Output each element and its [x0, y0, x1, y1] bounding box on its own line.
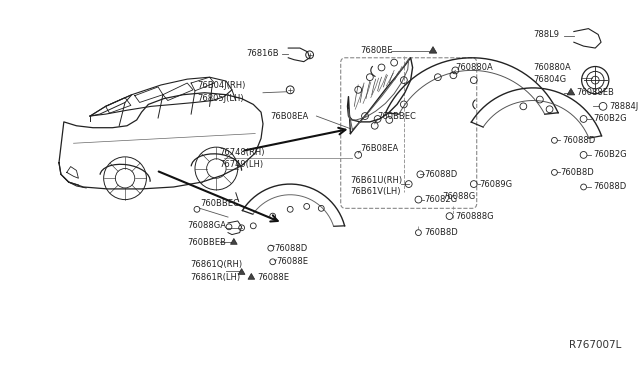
- Text: 760B8D: 760B8D: [560, 168, 594, 177]
- Text: 760B2G: 760B2G: [593, 150, 627, 160]
- Text: 76082G: 76082G: [424, 195, 458, 204]
- Text: 76088D: 76088D: [593, 183, 627, 192]
- Text: 76749(LH): 76749(LH): [220, 160, 264, 169]
- Text: 76088D: 76088D: [275, 244, 308, 253]
- Text: 76089G: 76089G: [479, 180, 513, 189]
- Text: 76861Q(RH): 76861Q(RH): [190, 260, 243, 269]
- Text: 76804G: 76804G: [533, 75, 566, 84]
- Text: 76088D: 76088D: [562, 136, 595, 145]
- Polygon shape: [567, 89, 575, 95]
- Text: 76805J(LH): 76805J(LH): [197, 94, 244, 103]
- Text: 76088GA: 76088GA: [188, 221, 226, 230]
- Text: 76B04J(RH): 76B04J(RH): [197, 81, 245, 90]
- Polygon shape: [429, 46, 436, 53]
- Text: 76B08EA: 76B08EA: [360, 144, 398, 153]
- Text: 7680BE: 7680BE: [360, 46, 392, 55]
- Text: 760B2G: 760B2G: [593, 115, 627, 124]
- Text: 78884J: 78884J: [609, 102, 638, 111]
- Text: 760B8D: 760B8D: [424, 228, 458, 237]
- Text: 76861R(LH): 76861R(LH): [190, 273, 240, 282]
- Text: 76B61U(RH): 76B61U(RH): [351, 176, 403, 185]
- Text: R767007L: R767007L: [569, 340, 621, 350]
- Text: 760BBEB: 760BBEB: [188, 238, 226, 247]
- Text: 760880A: 760880A: [455, 63, 493, 72]
- Text: 76B08EA: 76B08EA: [271, 112, 309, 121]
- Polygon shape: [230, 238, 237, 244]
- Text: 76088G: 76088G: [443, 192, 476, 201]
- Text: 76B61V(LH): 76B61V(LH): [351, 187, 401, 196]
- Text: 760880A: 760880A: [533, 63, 571, 72]
- Polygon shape: [248, 273, 255, 279]
- Text: 76816B: 76816B: [246, 49, 279, 58]
- Text: 76088EB: 76088EB: [576, 88, 614, 97]
- Text: 760BBEC: 760BBEC: [200, 199, 239, 208]
- Polygon shape: [238, 269, 245, 275]
- Text: 76088D: 76088D: [424, 170, 458, 179]
- Text: 76088E: 76088E: [276, 257, 308, 266]
- Text: 760888G: 760888G: [455, 212, 494, 221]
- Text: 760BBEC: 760BBEC: [378, 112, 417, 121]
- Text: 76088E: 76088E: [257, 273, 289, 282]
- Text: 788L9: 788L9: [533, 30, 559, 39]
- Text: 76748(RH): 76748(RH): [220, 148, 265, 157]
